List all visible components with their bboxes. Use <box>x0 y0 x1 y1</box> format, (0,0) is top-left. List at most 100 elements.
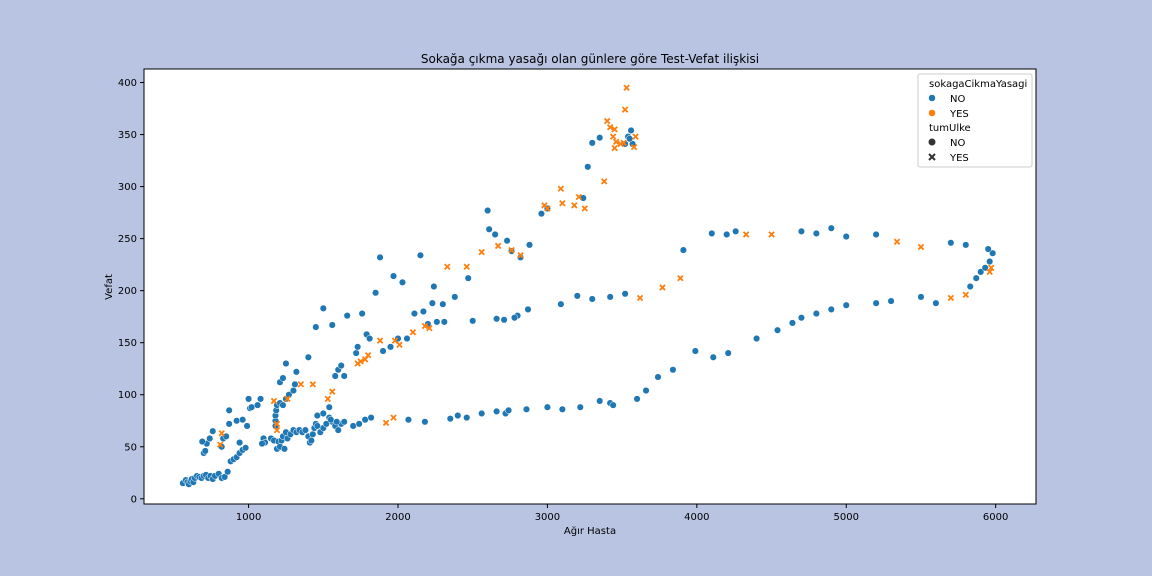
data-point-no <box>404 416 413 424</box>
legend-label-style-1: YES <box>949 153 969 164</box>
legend: sokagaCikmaYasagi NO YES tumUlke NO YES <box>917 73 1033 168</box>
data-point-yes <box>612 138 620 146</box>
legend-marker-style-1 <box>928 153 936 161</box>
data-point-no <box>325 403 333 411</box>
data-point-no <box>576 403 584 411</box>
data-point-no <box>669 366 677 374</box>
data-point-no <box>225 420 233 428</box>
data-point-no <box>491 230 499 239</box>
y-tick-label: 250 <box>118 234 137 245</box>
x-tick-label: 5000 <box>834 512 859 523</box>
data-point-no <box>827 224 835 232</box>
legend-label-style-0: NO <box>950 138 965 149</box>
data-point-no <box>233 417 241 425</box>
data-point-no <box>224 468 232 476</box>
points-layer <box>179 84 997 488</box>
data-point-no <box>361 416 369 424</box>
data-point-no <box>451 293 459 301</box>
data-point-yes <box>517 252 524 259</box>
data-point-no <box>493 407 501 415</box>
data-point-no <box>282 359 290 368</box>
data-point-no <box>525 241 534 249</box>
data-point-no <box>887 297 895 305</box>
data-point-yes <box>273 420 281 428</box>
data-point-yes <box>557 185 565 192</box>
data-point-no <box>797 227 805 235</box>
data-point-yes <box>611 126 618 133</box>
data-point-no <box>972 274 980 282</box>
data-point-no <box>773 326 782 334</box>
data-point-no <box>947 239 955 247</box>
data-point-yes <box>409 329 417 336</box>
data-point-yes <box>620 139 627 147</box>
data-point-no <box>354 343 362 351</box>
y-tick-label: 100 <box>118 390 137 401</box>
data-point-no <box>291 380 299 388</box>
data-point-no <box>309 430 317 438</box>
data-point-no <box>709 353 717 361</box>
data-point-no <box>917 293 925 301</box>
data-point-yes <box>494 242 502 250</box>
data-point-no <box>484 206 492 215</box>
axes-layer: 1000 2000 3000 4000 5000 6000 0 50 100 150 200 250 3… <box>118 78 1008 523</box>
data-point-no <box>340 418 348 426</box>
data-point-no <box>872 230 880 239</box>
legend-marker-hue-1 <box>928 109 936 117</box>
data-point-no <box>691 347 699 355</box>
data-point-yes <box>309 381 317 388</box>
data-point-yes <box>611 144 618 152</box>
data-point-no <box>430 282 438 291</box>
data-point-no <box>642 387 650 395</box>
data-point-no <box>319 409 327 418</box>
data-point-no <box>788 319 797 327</box>
data-point-no <box>379 347 387 355</box>
data-point-no <box>440 318 448 326</box>
data-point-no <box>584 163 592 171</box>
data-point-no <box>222 432 230 440</box>
data-point-no <box>328 321 336 329</box>
data-point-yes <box>986 268 993 276</box>
data-point-no <box>842 232 850 241</box>
data-point-no <box>243 422 251 430</box>
x-tick-label: 1000 <box>236 512 261 523</box>
data-point-no <box>312 323 320 331</box>
data-point-no <box>493 315 501 323</box>
data-point-no <box>469 317 477 325</box>
data-point-yes <box>636 294 644 302</box>
data-point-yes <box>571 202 578 209</box>
data-point-no <box>503 237 511 245</box>
data-point-no <box>209 427 217 435</box>
data-point-no <box>966 282 974 291</box>
data-point-no <box>352 349 360 357</box>
data-point-no <box>236 439 244 447</box>
data-point-yes <box>273 426 281 434</box>
data-point-no <box>932 299 940 307</box>
data-point-no <box>358 310 366 318</box>
data-point-no <box>842 301 850 309</box>
data-point-no <box>812 310 820 318</box>
data-point-no <box>421 418 429 426</box>
data-point-no <box>679 246 687 254</box>
data-point-yes <box>444 263 451 270</box>
data-point-no <box>327 416 335 424</box>
data-point-no <box>753 334 761 343</box>
data-point-no <box>376 253 384 261</box>
data-point-no <box>609 401 617 409</box>
data-point-no <box>349 422 357 430</box>
data-point-no <box>201 447 209 455</box>
data-point-no <box>340 372 348 380</box>
data-point-no <box>355 420 363 428</box>
data-point-yes <box>216 441 224 448</box>
data-point-no <box>708 229 716 237</box>
data-point-no <box>337 362 345 370</box>
data-point-no <box>464 274 472 282</box>
data-point-no <box>505 406 513 414</box>
data-point-yes <box>463 263 470 270</box>
data-point-yes <box>478 248 485 256</box>
data-point-no <box>724 349 732 357</box>
y-tick-label: 300 <box>118 182 137 193</box>
data-point-yes <box>947 294 955 302</box>
data-point-yes <box>621 106 629 113</box>
data-point-no <box>386 343 395 351</box>
